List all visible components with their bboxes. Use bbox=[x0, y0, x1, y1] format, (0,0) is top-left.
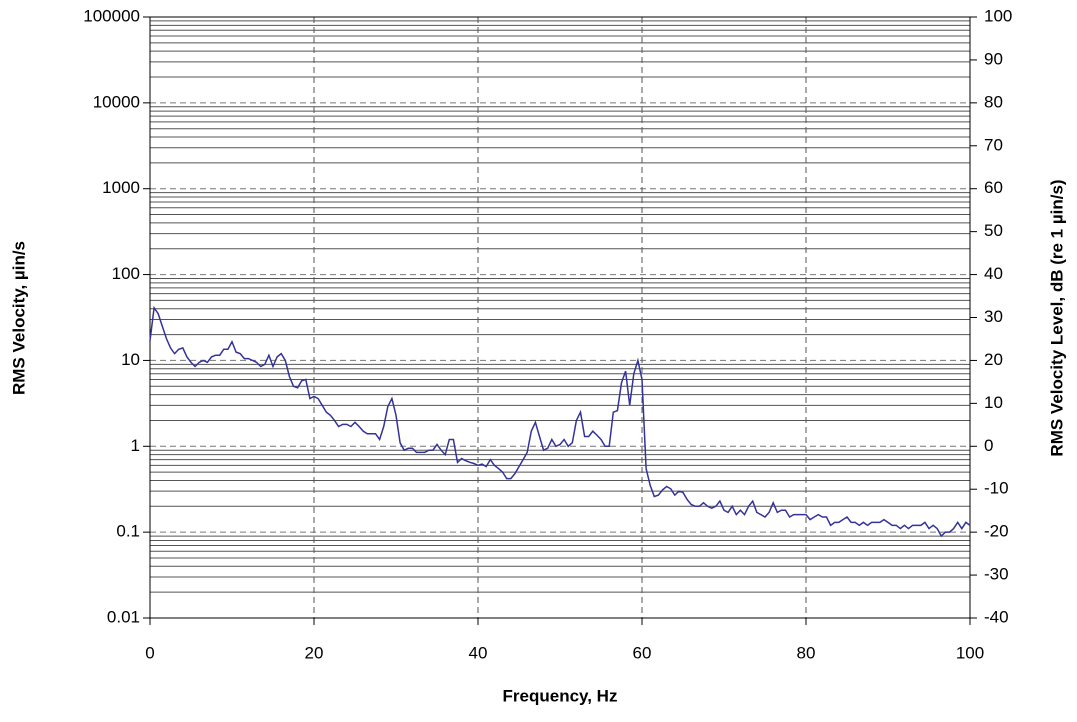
y-tick-label: 1000 bbox=[102, 178, 140, 197]
x-axis-title: Frequency, Hz bbox=[503, 686, 618, 705]
x-tick-label: 80 bbox=[797, 643, 816, 662]
y2-tick-label: 70 bbox=[984, 135, 1003, 154]
y-tick-label: 100 bbox=[112, 264, 140, 283]
series-line bbox=[149, 305, 971, 538]
y2-tick-label: -40 bbox=[984, 607, 1009, 626]
y-axis-title: RMS Velocity, µin/s bbox=[9, 241, 28, 395]
x-tick-label: 0 bbox=[145, 643, 154, 662]
y2-tick-label: -10 bbox=[984, 479, 1009, 498]
y2-tick-label: 100 bbox=[984, 6, 1012, 25]
y-tick-label: 10000 bbox=[93, 92, 140, 111]
y2-tick-label: 60 bbox=[984, 178, 1003, 197]
y2-tick-label: 80 bbox=[984, 92, 1003, 111]
y2-tick-label: 10 bbox=[984, 393, 1003, 412]
x-tick-label: 60 bbox=[633, 643, 652, 662]
y2-tick-label: -30 bbox=[984, 565, 1009, 584]
y2-axis-title: RMS Velocity Level, dB (re 1 µin/s) bbox=[1047, 179, 1066, 456]
y2-tick-label: 90 bbox=[984, 49, 1003, 68]
x-tick-label: 100 bbox=[956, 643, 984, 662]
y2-tick-label: 0 bbox=[984, 436, 993, 455]
y2-tick-label: 20 bbox=[984, 350, 1003, 369]
y2-tick-label: 50 bbox=[984, 221, 1003, 240]
y-tick-label: 1 bbox=[131, 436, 140, 455]
x-tick-label: 20 bbox=[305, 643, 324, 662]
y-tick-label: 10 bbox=[121, 350, 140, 369]
x-tick-label: 40 bbox=[469, 643, 488, 662]
y-tick-label: 100000 bbox=[83, 6, 140, 25]
y-tick-label: 0.01 bbox=[107, 607, 140, 626]
y-tick-label: 0.1 bbox=[116, 522, 140, 541]
y2-tick-label: 30 bbox=[984, 307, 1003, 326]
y2-tick-label: 40 bbox=[984, 264, 1003, 283]
y2-tick-label: -20 bbox=[984, 522, 1009, 541]
plot-frame bbox=[149, 16, 971, 619]
